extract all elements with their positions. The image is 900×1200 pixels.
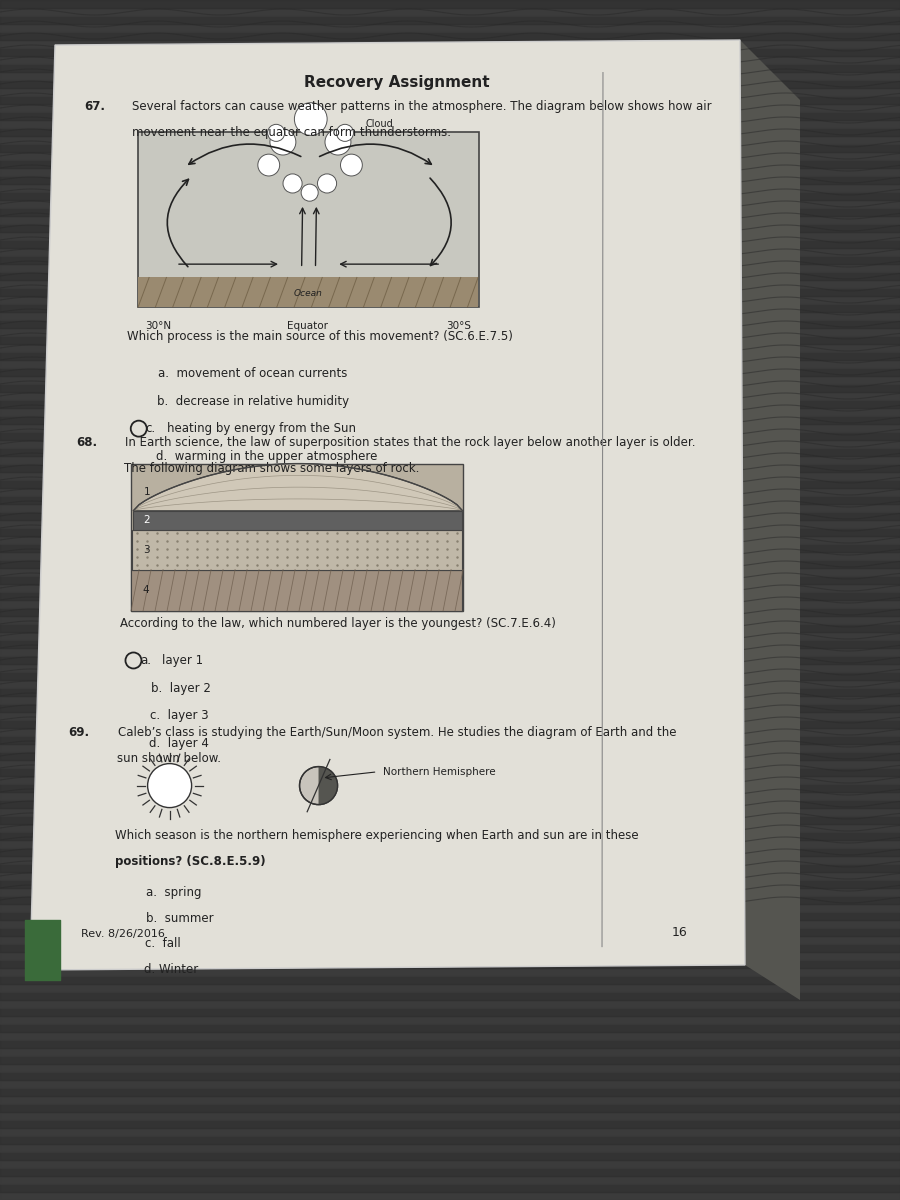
Circle shape <box>300 767 338 804</box>
Text: layer 1: layer 1 <box>162 654 202 667</box>
Text: a.  spring: a. spring <box>146 886 202 899</box>
Circle shape <box>267 125 284 142</box>
Text: c.: c. <box>146 422 156 436</box>
Text: 16: 16 <box>672 926 688 940</box>
Text: d.  warming in the upper atmosphere: d. warming in the upper atmosphere <box>156 450 377 463</box>
Circle shape <box>294 103 327 136</box>
Text: Equator: Equator <box>287 320 328 331</box>
Circle shape <box>340 154 363 176</box>
Text: The following diagram shows some layers of rock.: The following diagram shows some layers … <box>124 462 419 475</box>
Text: Ocean: Ocean <box>293 289 322 298</box>
Text: 68.: 68. <box>76 436 97 449</box>
Bar <box>131 463 463 611</box>
Text: 1: 1 <box>144 487 151 497</box>
Wedge shape <box>319 767 338 804</box>
Circle shape <box>318 174 337 193</box>
Circle shape <box>148 763 192 808</box>
Text: Northern Hemisphere: Northern Hemisphere <box>382 767 495 776</box>
Text: a.  movement of ocean currents: a. movement of ocean currents <box>158 367 346 380</box>
Bar <box>133 511 463 530</box>
Text: sun shown below.: sun shown below. <box>117 751 221 764</box>
Bar <box>138 132 479 307</box>
Text: Caleb’s class is studying the Earth/Sun/Moon system. He studies the diagram of E: Caleb’s class is studying the Earth/Sun/… <box>118 726 676 739</box>
Text: Which process is the main source of this movement? (SC.6.E.7.5): Which process is the main source of this… <box>127 330 513 343</box>
Text: 30°S: 30°S <box>446 320 471 331</box>
Text: According to the law, which numbered layer is the youngest? (SC.7.E.6.4): According to the law, which numbered lay… <box>121 617 556 630</box>
Bar <box>131 570 462 611</box>
Circle shape <box>257 154 280 176</box>
Text: positions? (SC.8.E.5.9): positions? (SC.8.E.5.9) <box>115 854 266 868</box>
Polygon shape <box>740 40 800 1000</box>
Text: 30°N: 30°N <box>145 320 171 331</box>
Text: movement near the equator can form thunderstorms.: movement near the equator can form thund… <box>132 126 451 139</box>
Bar <box>132 530 463 570</box>
Text: b.  decrease in relative humidity: b. decrease in relative humidity <box>157 395 349 408</box>
Text: 67.: 67. <box>85 101 105 113</box>
Text: c.  fall: c. fall <box>145 937 181 950</box>
Text: 2: 2 <box>144 515 150 526</box>
Text: In Earth science, the law of superposition states that the rock layer below anot: In Earth science, the law of superpositi… <box>124 436 695 449</box>
Text: heating by energy from the Sun: heating by energy from the Sun <box>166 422 356 436</box>
Circle shape <box>325 130 351 155</box>
Text: b.  layer 2: b. layer 2 <box>150 682 211 695</box>
Text: Recovery Assignment: Recovery Assignment <box>304 76 490 90</box>
Text: Several factors can cause weather patterns in the atmosphere. The diagram below : Several factors can cause weather patter… <box>132 101 712 113</box>
Text: 69.: 69. <box>68 726 89 739</box>
Text: d.  layer 4: d. layer 4 <box>149 737 210 750</box>
Text: d. Winter: d. Winter <box>144 964 199 976</box>
Text: Which season is the northern hemisphere experiencing when Earth and sun are in t: Which season is the northern hemisphere … <box>115 829 639 842</box>
Text: 3: 3 <box>143 545 149 554</box>
Text: 4: 4 <box>142 586 148 595</box>
Text: Cloud: Cloud <box>365 119 393 128</box>
Circle shape <box>283 174 302 193</box>
Text: b.  summer: b. summer <box>146 912 213 925</box>
Circle shape <box>337 125 354 142</box>
Polygon shape <box>133 463 463 511</box>
Circle shape <box>302 184 319 202</box>
Circle shape <box>270 130 296 155</box>
Text: a.: a. <box>140 654 152 667</box>
Polygon shape <box>30 40 745 970</box>
Text: Rev. 8/26/2016: Rev. 8/26/2016 <box>81 929 165 940</box>
Text: c.  layer 3: c. layer 3 <box>150 709 209 722</box>
Bar <box>138 277 478 307</box>
